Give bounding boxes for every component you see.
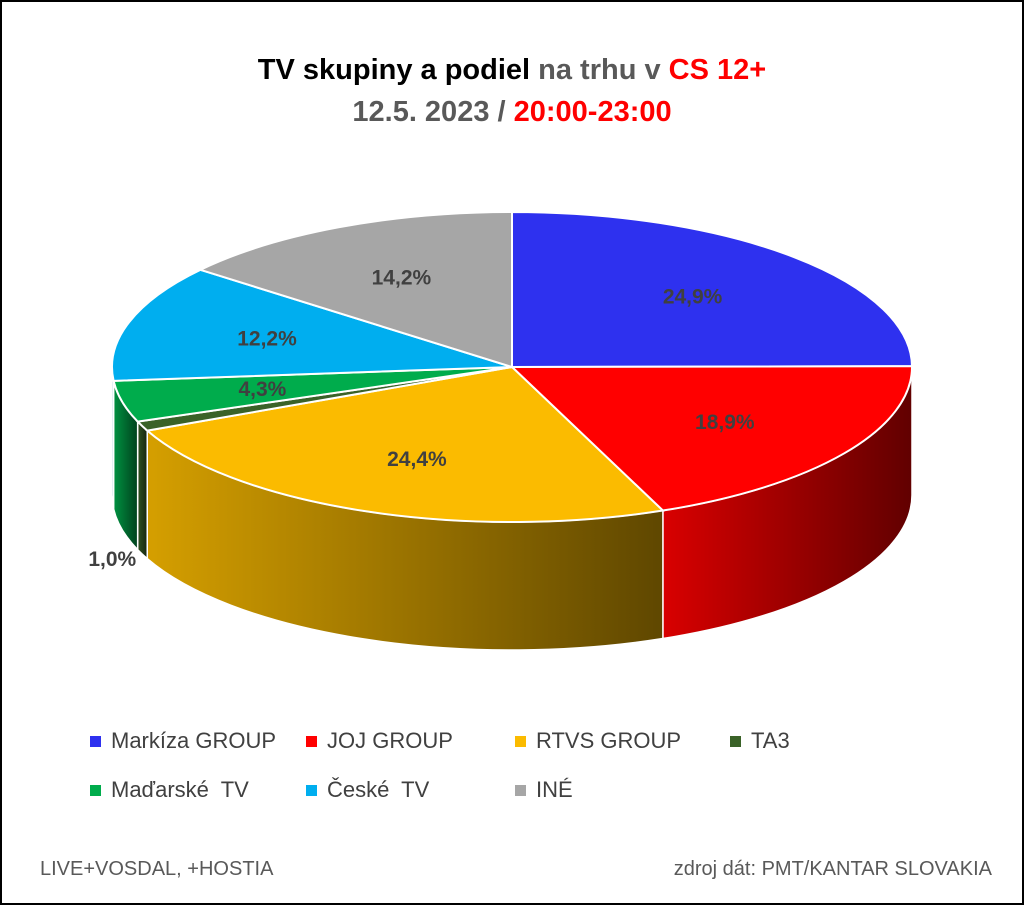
pie-slice-5 (111, 268, 513, 382)
pie-slice-6 (197, 210, 513, 369)
footer-right: zdroj dát: PMT/KANTAR SLOVAKIA (673, 858, 992, 880)
pie-slice-0 (511, 210, 914, 369)
title-line-2: 12.5. 2023 / 20:00-23:00 (0, 94, 1024, 130)
pie-sides (111, 366, 913, 651)
title-part: 12.5. 2023 / (352, 96, 514, 128)
pie-labels: 24,9% 18,9% 24,4% 1,0% 4,3% 12,2% 14,2% (88, 267, 755, 572)
pie-side-5 (111, 366, 115, 510)
data-label-4: 4,3% (238, 378, 286, 401)
pie-side-3 (136, 419, 148, 561)
data-label-6: 14,2% (372, 267, 432, 290)
chart-title: TV skupiny a podiel na trhu v CS 12+ 12.… (0, 52, 1024, 130)
data-label-3: 1,0% (88, 548, 136, 571)
data-label-1: 18,9% (695, 411, 755, 434)
data-label-2: 24,4% (387, 448, 447, 471)
title-part: 20:00-23:00 (513, 96, 672, 128)
title-line-1: TV skupiny a podiel na trhu v CS 12+ (258, 54, 766, 86)
pie-tops (111, 210, 914, 523)
title-part: TV skupiny a podiel (257, 54, 539, 86)
data-label-0: 24,9% (663, 286, 723, 309)
title-part: CS 12+ (668, 54, 767, 86)
footer-left: LIVE+VOSDAL, +HOSTIA (40, 858, 274, 880)
pie-slice-2 (144, 365, 666, 523)
title-part: na trhu v (538, 54, 669, 86)
pie-slice-1 (509, 365, 913, 512)
data-label-5: 12,2% (237, 327, 297, 350)
